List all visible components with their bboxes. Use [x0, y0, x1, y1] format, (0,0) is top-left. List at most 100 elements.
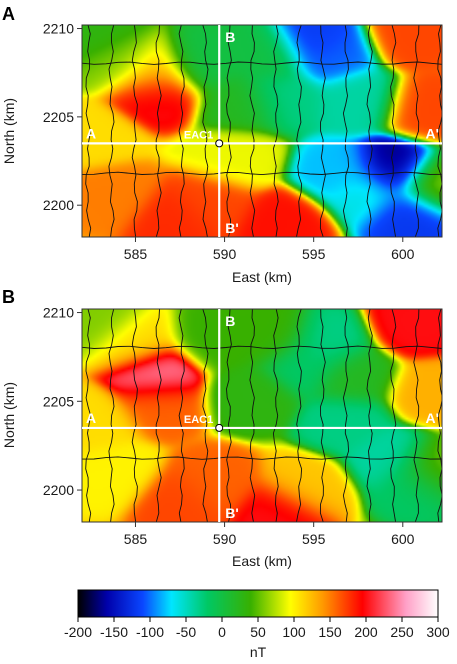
- tie-line: [82, 171, 442, 176]
- well-marker: [215, 139, 224, 148]
- y-tick-label: 2210: [43, 21, 74, 37]
- colorbar-unit-label: nT: [250, 644, 267, 660]
- colorbar-tick-label: -50: [176, 624, 196, 640]
- panel-label-b: B: [2, 287, 15, 307]
- panel-label-a: A: [2, 4, 15, 24]
- y-tick-label: 2205: [43, 393, 74, 409]
- anomaly-field-a: [82, 25, 442, 237]
- panel-b: B 585 590 595 600 2210 2205 2200 East (km) No…: [1, 287, 443, 569]
- colorbar-tick-label: -200: [64, 624, 92, 640]
- flight-line: [272, 25, 279, 237]
- profile-label-b: B: [225, 29, 235, 45]
- flight-line: [108, 25, 115, 237]
- flight-line: [178, 309, 185, 522]
- tie-line: [82, 456, 442, 460]
- y-ticks-a: 2210 2205 2200: [43, 21, 82, 213]
- y-tick-label: 2205: [43, 109, 74, 125]
- heatmap-a: [82, 25, 442, 237]
- flight-line: [85, 309, 92, 522]
- x-tick-label: 595: [302, 246, 326, 262]
- colorbar-tick-label: 250: [390, 624, 414, 640]
- x-ticks-b: 585 590 595 600: [124, 522, 415, 547]
- anomaly-field-b: [82, 309, 442, 522]
- flight-line: [437, 309, 442, 522]
- y-tick-label: 2200: [43, 482, 74, 498]
- profiles-a: [82, 25, 442, 237]
- flight-line: [249, 25, 256, 237]
- x-tick-label: 600: [391, 246, 415, 262]
- colorbar: -200 -150 -100 -50 0 50 100 150 200 250 300 nT: [64, 589, 450, 660]
- colorbar-tick-label: 0: [218, 624, 226, 640]
- flight-line: [342, 25, 350, 237]
- flight-line: [390, 25, 397, 237]
- x-tick-label: 590: [213, 246, 237, 262]
- flight-line: [226, 25, 232, 237]
- flight-line: [272, 309, 279, 522]
- flight-line: [296, 25, 303, 237]
- heatmap-b: [82, 309, 442, 522]
- tie-line: [82, 345, 442, 349]
- profile-label-b-prime: B': [225, 505, 238, 521]
- flight-line: [319, 25, 326, 237]
- flight-line: [131, 25, 138, 237]
- y-axis-title-b: North (km): [1, 382, 17, 448]
- y-ticks-b: 2210 2205 2200: [43, 305, 82, 498]
- colorbar-ticks: -200 -150 -100 -50 0 50 100 150 200 250 300: [64, 617, 450, 640]
- x-tick-label: 600: [391, 531, 415, 547]
- y-tick-label: 2200: [43, 197, 74, 213]
- x-ticks-a: 585 590 595 600: [124, 237, 415, 262]
- tie-line: [82, 61, 442, 65]
- profile-label-b-prime: B': [225, 220, 238, 236]
- flight-lines-b: [82, 309, 442, 522]
- profile-label-a: A: [86, 410, 96, 426]
- profiles-b: [82, 309, 442, 522]
- panel-a: A 585 590 595 600 2210 2205 2200 East (km) No…: [1, 4, 443, 285]
- flight-line: [366, 25, 373, 237]
- plot-frame-b: [81, 308, 443, 523]
- flight-line: [342, 309, 350, 522]
- well-marker: [215, 423, 224, 432]
- well-label-eac1: EAC1: [184, 414, 213, 426]
- flight-line: [155, 25, 162, 237]
- profile-label-a-prime: A': [426, 125, 439, 141]
- colorbar-tick-label: 300: [426, 624, 450, 640]
- flight-line: [226, 309, 232, 522]
- profile-label-b: B: [225, 313, 235, 329]
- flight-line: [319, 309, 326, 522]
- x-tick-label: 590: [213, 531, 237, 547]
- colorbar-gradient: [77, 589, 439, 618]
- profile-label-a-prime: A': [426, 410, 439, 426]
- colorbar-tick-label: -150: [100, 624, 128, 640]
- y-axis-title-a: North (km): [1, 98, 17, 164]
- x-tick-label: 585: [124, 246, 148, 262]
- well-label-eac1: EAC1: [184, 129, 213, 141]
- flight-line: [366, 309, 373, 522]
- flight-line: [202, 25, 209, 237]
- colorbar-tick-label: 150: [318, 624, 342, 640]
- flight-line: [131, 309, 138, 522]
- flight-lines-a: [82, 25, 442, 237]
- x-axis-title-a: East (km): [232, 269, 292, 285]
- flight-line: [155, 309, 162, 522]
- colorbar-tick-label: 200: [354, 624, 378, 640]
- colorbar-tick-label: 100: [282, 624, 306, 640]
- flight-line: [437, 25, 442, 237]
- y-tick-label: 2210: [43, 305, 74, 321]
- colorbar-tick-label: -100: [136, 624, 164, 640]
- x-tick-label: 595: [302, 531, 326, 547]
- flight-line: [390, 309, 397, 522]
- flight-line: [178, 25, 185, 237]
- flight-line: [249, 309, 256, 522]
- flight-line: [413, 25, 420, 237]
- flight-line: [108, 309, 115, 522]
- flight-line: [413, 309, 420, 522]
- flight-line: [296, 309, 303, 522]
- profile-label-a: A: [86, 125, 96, 141]
- plot-frame-a: [81, 24, 443, 238]
- flight-line: [202, 309, 209, 522]
- x-tick-label: 585: [124, 531, 148, 547]
- flight-line: [85, 25, 92, 237]
- colorbar-tick-label: 50: [250, 624, 266, 640]
- x-axis-title-b: East (km): [232, 553, 292, 569]
